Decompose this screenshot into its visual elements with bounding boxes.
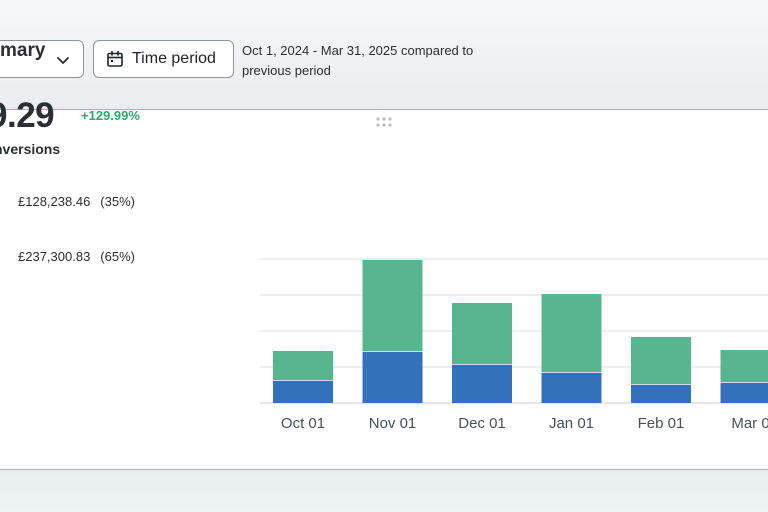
bar-segment-upper[interactable] [541, 294, 602, 372]
time-period-label: Time period [132, 50, 216, 67]
x-tick-label: Nov 01 [369, 415, 417, 432]
x-tick-label: Dec 01 [458, 415, 506, 432]
dropdown-select[interactable] [0, 40, 84, 78]
x-tick-label: Jan 01 [549, 415, 594, 432]
breakdown-share: (35%) [100, 194, 135, 209]
card-title: mary [0, 40, 46, 61]
drag-handle-icon[interactable] [374, 116, 394, 128]
bar-segment-upper[interactable] [631, 337, 691, 384]
comparison-line: previous period [242, 63, 331, 78]
date-range-description: Oct 1, 2024 - Mar 31, 2025 compared to p… [242, 41, 512, 81]
breakdown-amount: £128,238.46 [18, 194, 91, 209]
bar-segment-upper[interactable] [362, 260, 423, 351]
x-tick-label: Feb 01 [638, 415, 685, 432]
x-tick-label: Oct 01 [281, 415, 325, 432]
date-range-line: Oct 1, 2024 - Mar 31, 2025 compared to [242, 43, 474, 58]
bar-segment-upper[interactable] [273, 351, 333, 380]
calendar-icon [107, 50, 123, 67]
breakdown-row: £128,238.46 (35%) [18, 194, 135, 209]
breakdown-row: £237,300.83 (65%) [18, 249, 135, 264]
time-period-button[interactable]: Time period [93, 40, 234, 78]
bar-segment-lower[interactable] [720, 382, 768, 403]
bar-segment-lower[interactable] [362, 351, 423, 403]
bar-segment-lower[interactable] [452, 364, 512, 403]
bar-segment-lower[interactable] [273, 380, 333, 403]
breakdown-amount: £237,300.83 [18, 249, 91, 264]
breakdown-share: (65%) [100, 249, 135, 264]
bar-segment-lower[interactable] [631, 384, 691, 403]
total-label: nversions [0, 141, 61, 157]
x-tick-label: Mar 0 [731, 415, 768, 432]
bar-segment-lower[interactable] [541, 372, 602, 403]
chevron-down-icon [57, 57, 69, 64]
page-background [0, 470, 768, 512]
change-percentage: +129.99% [81, 108, 140, 123]
bar-segment-upper[interactable] [720, 350, 768, 382]
stacked-bar-chart: Oct 01 Nov 01 Dec 01 Jan 01 Feb 01 Mar 0 [260, 258, 768, 432]
bar-segment-upper[interactable] [452, 303, 512, 364]
total-value: 9.29 [0, 96, 55, 135]
